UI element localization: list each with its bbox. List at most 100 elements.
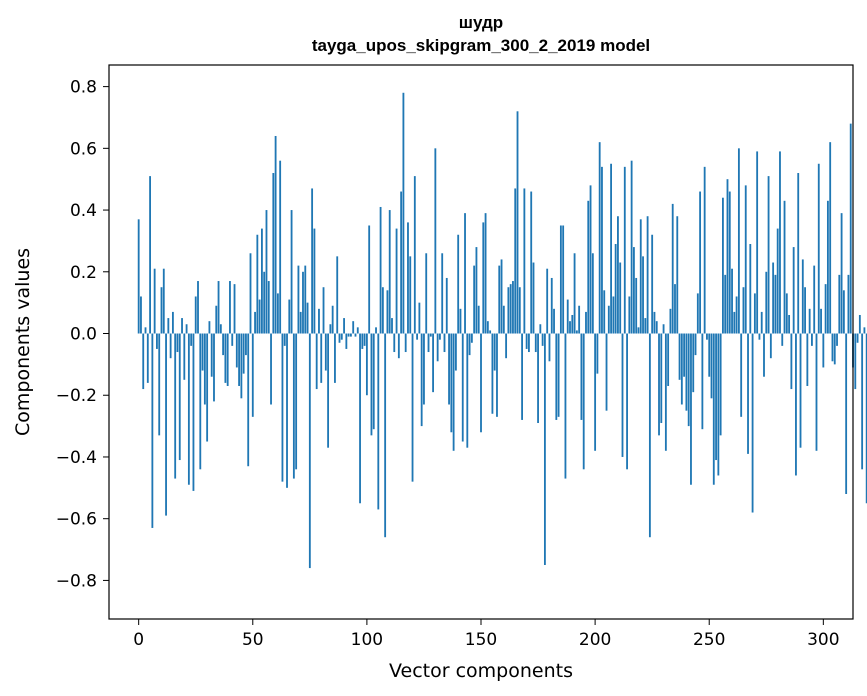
bar-171 <box>528 333 530 353</box>
bar-98 <box>361 333 364 349</box>
bar-18 <box>178 333 181 461</box>
bar-89 <box>340 333 343 340</box>
bar-222 <box>644 318 647 334</box>
bar-101 <box>368 225 371 334</box>
bar-13 <box>167 318 170 334</box>
bar-57 <box>267 281 270 334</box>
bar-115 <box>400 191 403 334</box>
bar-54 <box>261 228 263 334</box>
bar-263 <box>737 148 740 334</box>
bar-274 <box>763 333 765 377</box>
bar-240 <box>685 333 688 411</box>
bar-29 <box>203 333 206 405</box>
bar-120 <box>411 333 414 482</box>
bar-144 <box>466 333 469 448</box>
bar-294 <box>808 308 811 334</box>
bar-135 <box>445 277 448 334</box>
bar-90 <box>343 318 345 334</box>
bar-224 <box>648 333 651 538</box>
bar-49 <box>249 253 252 334</box>
bar-192 <box>575 330 578 334</box>
bar-282 <box>781 333 784 346</box>
bar-190 <box>571 314 574 334</box>
bar-165 <box>514 188 517 334</box>
bar-105 <box>377 333 380 510</box>
bar-227 <box>655 321 658 334</box>
bar-303 <box>829 142 832 334</box>
bar-152 <box>484 213 487 334</box>
bar-297 <box>815 333 818 451</box>
bar-266 <box>744 185 747 334</box>
bar-63 <box>281 333 284 482</box>
bar-134 <box>443 333 446 353</box>
bar-233 <box>669 308 672 334</box>
bar-273 <box>760 311 763 334</box>
bar-191 <box>573 253 576 334</box>
bar-261 <box>733 311 736 334</box>
bar-146 <box>470 333 473 343</box>
bar-308 <box>840 213 843 334</box>
bar-286 <box>790 333 793 390</box>
bar-91 <box>345 333 348 349</box>
bar-153 <box>486 321 489 334</box>
bar-260 <box>731 268 733 334</box>
bar-216 <box>630 160 633 334</box>
bar-114 <box>397 333 400 359</box>
bar-10 <box>160 287 163 334</box>
bar-212 <box>621 333 624 457</box>
bar-264 <box>740 333 743 417</box>
bar-267 <box>747 333 749 454</box>
bar-44 <box>238 333 240 386</box>
bar-41 <box>231 333 234 346</box>
bar-258 <box>726 179 729 334</box>
bar-75 <box>308 333 311 569</box>
bar-25 <box>194 296 197 334</box>
y-axis-ticks: −0.8 −0.6 −0.4 −0.2 0.0 0.2 0.4 0.6 0.8 <box>56 78 109 591</box>
bar-30 <box>206 333 209 442</box>
bar-23 <box>190 333 193 346</box>
bar-109 <box>386 290 389 334</box>
bar-52 <box>256 234 259 334</box>
bar-262 <box>735 296 738 334</box>
bar-147 <box>473 265 476 334</box>
bar-42 <box>233 284 236 334</box>
bar-252 <box>712 333 715 485</box>
bar-46 <box>242 333 245 374</box>
bar-248 <box>703 166 706 334</box>
bar-211 <box>619 262 622 334</box>
bar-199 <box>591 253 594 334</box>
bar-173 <box>532 262 535 334</box>
bar-22 <box>187 333 190 485</box>
bar-56 <box>265 210 268 334</box>
bar-250 <box>708 333 711 377</box>
x-tick-label: 0 <box>133 630 144 650</box>
bar-214 <box>626 333 628 470</box>
bar-235 <box>674 284 676 334</box>
bar-50 <box>251 333 254 417</box>
bar-315 <box>856 333 859 343</box>
bar-298 <box>817 163 820 334</box>
chart-title-line2: tayga_upos_skipgram_300_2_2019 model <box>312 36 650 55</box>
bar-19 <box>181 318 183 334</box>
bar-245 <box>696 293 699 334</box>
bar-278 <box>772 262 775 334</box>
bar-167 <box>518 287 521 334</box>
bar-312 <box>849 123 852 334</box>
bar-316 <box>858 314 861 334</box>
bar-111 <box>391 318 393 334</box>
bar-53 <box>258 299 261 334</box>
bar-80 <box>320 333 323 383</box>
bar-182 <box>553 308 555 334</box>
bar-301 <box>824 284 827 334</box>
bar-27 <box>199 333 202 470</box>
bar-88 <box>338 333 341 343</box>
bar-73 <box>304 265 307 334</box>
bar-244 <box>694 333 697 356</box>
bar-193 <box>578 305 581 334</box>
bar-138 <box>452 333 455 451</box>
bar-132 <box>439 333 441 340</box>
bar-288 <box>795 333 797 476</box>
bar-28 <box>201 333 204 371</box>
bar-201 <box>596 333 599 374</box>
bar-128 <box>429 333 432 337</box>
